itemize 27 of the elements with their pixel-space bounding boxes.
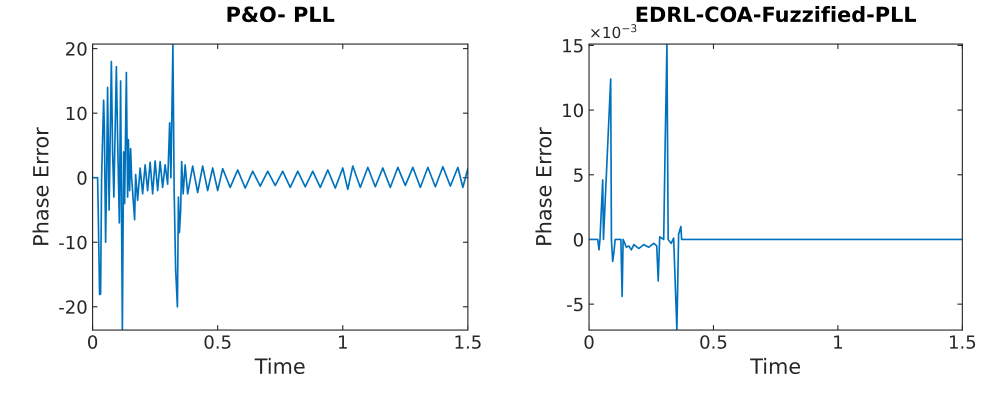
x-tick-label: 0 [584, 335, 594, 349]
y-tick-label: 10 [66, 106, 87, 120]
y-tick-label: 15 [563, 39, 583, 53]
line-series [92, 44, 468, 330]
x-tick-label: 1.5 [950, 335, 976, 349]
x-tick-label: 0.5 [700, 335, 726, 349]
y-tick-label: -5 [567, 298, 583, 312]
text: ×10$^{−3}$ [591, 24, 636, 38]
x-tick-label: 1 [339, 335, 347, 349]
y-tick-label: -20 [59, 300, 87, 314]
x-axis-title: Time [254, 358, 305, 374]
y-tick-label: 0 [77, 171, 87, 185]
chart-title: EDRL-COA-Fuzzified-PLL [636, 6, 916, 22]
line-series [589, 44, 962, 330]
x-axis-title: Time [750, 358, 800, 374]
x-tick-label: 1.5 [456, 335, 481, 349]
chart-title: P&O- PLL [228, 6, 334, 22]
x-tick-label: 0 [88, 335, 98, 349]
x-tick-label: 1 [834, 335, 842, 349]
y-axis-title: Phase Error [535, 127, 552, 245]
y-axis-title: Phase Error [32, 127, 49, 245]
x-tick-label: 0.5 [204, 335, 230, 349]
y-tick-label: 0 [574, 232, 583, 247]
y-tick-label: 10 [563, 104, 583, 118]
y-tick-label: 5 [574, 168, 583, 182]
y-tick-label: -10 [59, 236, 87, 250]
y-tick-label: 20 [66, 42, 87, 56]
